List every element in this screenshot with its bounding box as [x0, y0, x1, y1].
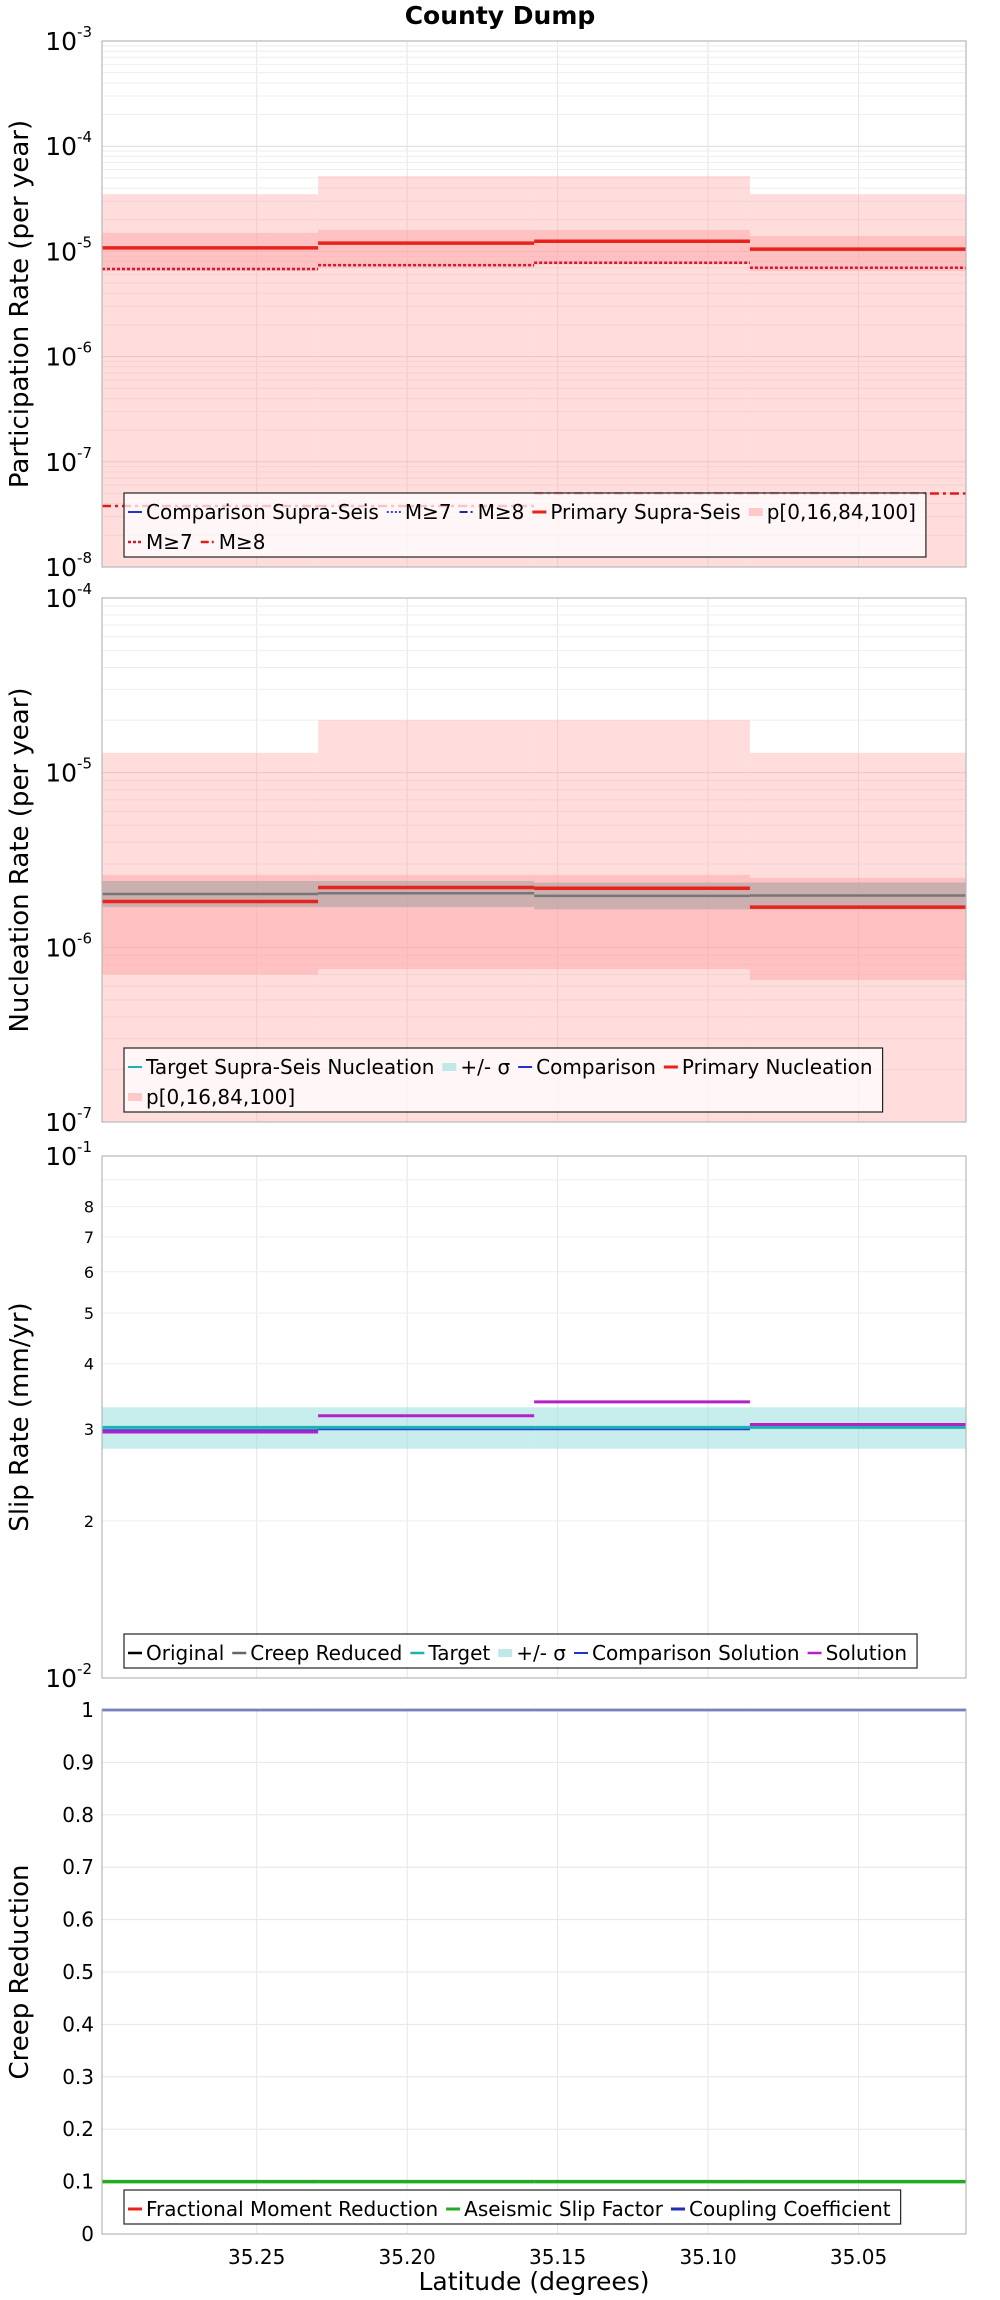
y-tick-label: 0.9	[62, 1750, 94, 1774]
plot-frame	[101, 40, 967, 568]
y-axis-label: Participation Rate (per year)	[5, 120, 35, 488]
y-tick-label: 0.3	[62, 2065, 94, 2089]
x-axis-label: Latitude (degrees)	[419, 2267, 650, 2296]
y-tick-label: 0.7	[62, 1855, 94, 1879]
legend-frame	[123, 1047, 884, 1113]
legend-label: +/- σ	[460, 1055, 510, 1079]
plot-frame	[101, 1709, 967, 2235]
y-minor-tick-label: 2	[84, 1512, 94, 1531]
legend-label: Original	[146, 1641, 224, 1665]
band-segment	[534, 229, 750, 265]
y-tick-label: 0.5	[62, 1960, 94, 1984]
legend: Fractional Moment Reduction Aseismic Slip…	[123, 2189, 902, 2225]
band-segment	[102, 232, 319, 272]
legend-frame	[123, 2189, 902, 2225]
y-minor-tick-label: 4	[84, 1355, 94, 1374]
y-tick-label: 0.6	[62, 1908, 94, 1932]
y-tick-label: 10-6	[45, 339, 92, 372]
y-axis-label: Slip Rate (mm/yr)	[5, 1302, 35, 1531]
y-tick-label: 10-5	[45, 755, 92, 788]
y-tick-label: 10-1	[45, 1138, 92, 1171]
legend-label: +/- σ	[516, 1641, 566, 1665]
legend-label: Fractional Moment Reduction	[146, 2197, 438, 2221]
plot-area	[102, 598, 966, 1122]
legend: Target Supra-Seis Nucleation +/- σ Compari…	[123, 1047, 884, 1113]
y-tick-label: 10-7	[45, 444, 92, 477]
y-tick-label: 0.2	[62, 2117, 94, 2141]
y-tick-label: 10-4	[45, 128, 92, 161]
legend-label: Comparison Solution	[592, 1641, 800, 1665]
legend-label: Creep Reduced	[250, 1641, 402, 1665]
legend: Comparison Supra-Seis M≥7 M≥8 Primary Supra…	[123, 492, 927, 558]
y-minor-tick-label: 3	[84, 1420, 94, 1439]
y-minor-tick-label: 5	[84, 1304, 94, 1323]
legend-label: Coupling Coefficient	[689, 2197, 891, 2221]
legend-label: p[0,16,84,100]	[146, 1085, 295, 1109]
y-tick-label: 10-5	[45, 233, 92, 266]
panel-2: 10-7 10-6 10-5 10-4 Nucleation Rate (per yea…	[5, 580, 967, 1137]
panel-4: 0 0.1 0.2 0.3 0.4 0.5 0.6 0.7 0.8 0.9 1 Creep Reduc…	[5, 1698, 967, 2246]
panel-3: 10-2 10-1 2 3 4 5 6 7 8 Slip Rate (mm/yr) Original…	[5, 1138, 967, 1693]
legend-label: M≥8	[219, 530, 266, 554]
legend-label: M≥7	[405, 500, 452, 524]
y-tick-label: 10-3	[45, 23, 92, 56]
panel-1: 10-8 10-7 10-6 10-5 10-4 10-3 Participation Ra…	[5, 23, 967, 582]
legend-label: Primary Nucleation	[682, 1055, 873, 1079]
legend-label: Primary Supra-Seis	[550, 500, 740, 524]
x-tick-label: 35.15	[529, 2245, 586, 2269]
legend-label: Comparison Supra-Seis	[146, 500, 379, 524]
x-tick-label: 35.20	[379, 2245, 436, 2269]
x-tick-label: 35.10	[679, 2245, 736, 2269]
band-segment	[749, 236, 966, 272]
legend-label: Aseismic Slip Factor	[464, 2197, 664, 2221]
legend-label: Target	[427, 1641, 490, 1665]
x-tick-label: 35.05	[830, 2245, 887, 2269]
y-tick-label: 0	[81, 2222, 94, 2246]
y-axis-label: Creep Reduction	[5, 1864, 35, 2079]
legend-label: M≥7	[146, 530, 193, 554]
legend-label: p[0,16,84,100]	[767, 500, 916, 524]
legend-label: Target Supra-Seis Nucleation	[145, 1055, 434, 1079]
y-tick-label: 10-6	[45, 929, 92, 962]
x-tick-label: 35.25	[228, 2245, 285, 2269]
y-tick-label: 10-7	[45, 1104, 92, 1137]
y-minor-tick-label: 8	[84, 1198, 94, 1217]
chart-title: County Dump	[405, 1, 596, 30]
y-tick-label: 0.4	[62, 2012, 94, 2036]
y-minor-tick-label: 7	[84, 1228, 94, 1247]
legend-frame	[123, 492, 927, 558]
legend-label: Solution	[826, 1641, 907, 1665]
legend-frame	[123, 1633, 918, 1669]
y-tick-label: 10-8	[45, 549, 92, 582]
y-tick-label: 1	[81, 1698, 94, 1722]
panels: 10-8 10-7 10-6 10-5 10-4 10-3 Participation Ra…	[5, 23, 967, 2269]
y-tick-label: 10-4	[45, 580, 92, 613]
y-tick-label: 0.1	[62, 2170, 94, 2194]
y-axis-label: Nucleation Rate (per year)	[5, 687, 35, 1032]
y-tick-label: 0.8	[62, 1803, 94, 1827]
y-tick-label: 10-2	[45, 1660, 92, 1693]
y-minor-tick-label: 6	[84, 1263, 94, 1282]
legend-label: M≥8	[478, 500, 525, 524]
plot-frame	[101, 1155, 967, 1679]
legend-label: Comparison	[536, 1055, 656, 1079]
band-segment	[318, 229, 535, 268]
plot-area	[102, 41, 966, 567]
plot-frame	[101, 597, 967, 1123]
legend: Original Creep Reduced Target +/- σ Comparis…	[123, 1633, 918, 1669]
